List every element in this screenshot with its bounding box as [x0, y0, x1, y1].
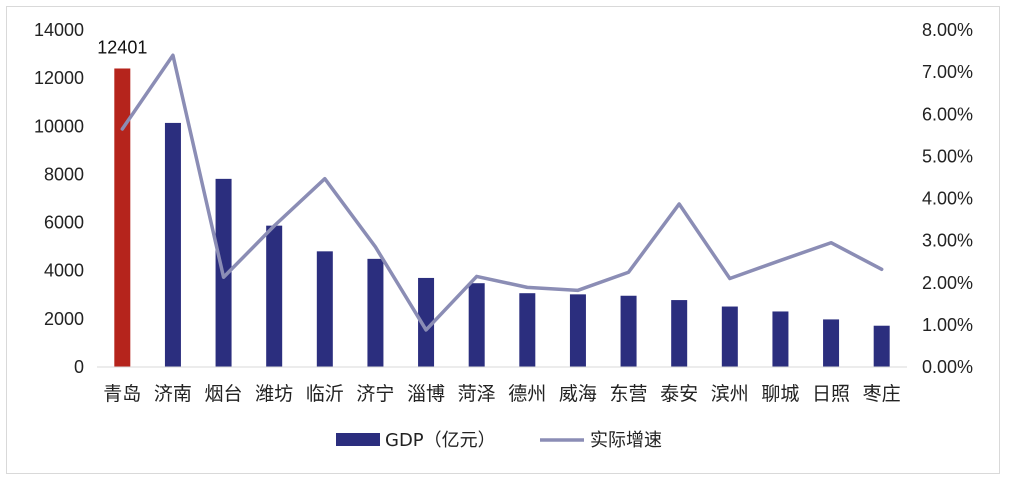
gdp-bar: [772, 311, 789, 367]
category-label: 潍坊: [255, 383, 293, 405]
left-axis: 0 2000 4000 6000 8000 10000 12000 14000: [34, 20, 84, 377]
category-labels: 青岛 济南 烟台 潍坊 临沂 济宁 淄博 菏泽 德州 威海 东营 泰安 滨州 聊城 日照 枣庄: [103, 383, 900, 405]
right-tick-label: 7.00%: [922, 62, 973, 82]
gdp-bar: [164, 122, 181, 367]
legend-line-label: 实际增速: [590, 430, 662, 451]
category-label: 日照: [812, 383, 850, 405]
left-tick-label: 0: [74, 357, 84, 377]
data-labels: 12401: [97, 37, 147, 57]
category-label: 济南: [154, 383, 192, 405]
left-tick-label: 12000: [34, 68, 84, 88]
right-tick-label: 8.00%: [922, 20, 973, 40]
gdp-bar: [519, 293, 536, 367]
right-tick-label: 4.00%: [922, 189, 973, 209]
category-label: 东营: [610, 383, 648, 405]
gdp-bar: [823, 319, 840, 367]
gdp-bar: [873, 325, 890, 367]
category-label: 烟台: [205, 383, 243, 405]
right-tick-label: 0.00%: [922, 357, 973, 377]
gdp-bar: [316, 251, 333, 367]
right-tick-label: 3.00%: [922, 231, 973, 251]
legend-bar-swatch: [336, 433, 380, 446]
legend-bar-label: GDP（亿元）: [385, 430, 496, 451]
growth-series-line: [120, 53, 884, 332]
category-label: 青岛: [103, 383, 141, 405]
category-label: 聊城: [761, 383, 799, 405]
gdp-bar: [266, 225, 283, 367]
growth-line: [120, 53, 884, 332]
right-tick-label: 1.00%: [922, 315, 973, 335]
right-tick-label: 6.00%: [922, 104, 973, 124]
gdp-bar: [721, 306, 738, 367]
category-label: 枣庄: [863, 383, 901, 405]
gdp-bar: [114, 68, 131, 368]
right-tick-label: 2.00%: [922, 273, 973, 293]
gdp-bars: [97, 68, 907, 368]
gdp-bar: [671, 300, 688, 367]
category-label: 济宁: [356, 383, 394, 405]
category-label: 菏泽: [458, 383, 496, 405]
gdp-bar: [367, 258, 384, 367]
right-tick-label: 5.00%: [922, 146, 973, 166]
category-label: 临沂: [306, 383, 344, 405]
left-tick-label: 10000: [34, 116, 84, 136]
left-tick-label: 4000: [44, 261, 84, 281]
bar-data-label: 12401: [97, 37, 147, 57]
gdp-bar: [468, 283, 485, 367]
left-tick-label: 6000: [44, 213, 84, 233]
category-label: 淄博: [407, 383, 445, 405]
left-tick-label: 2000: [44, 309, 84, 329]
gdp-bar: [418, 277, 435, 367]
category-label: 德州: [508, 383, 546, 405]
right-axis: 0.00% 1.00% 2.00% 3.00% 4.00% 5.00% 6.00% 7.00%…: [922, 20, 973, 377]
gdp-bar: [569, 294, 586, 367]
gdp-bar: [620, 295, 637, 367]
left-tick-label: 8000: [44, 164, 84, 184]
category-label: 威海: [559, 383, 597, 405]
chart-frame: [6, 6, 1000, 474]
category-label: 滨州: [711, 383, 749, 405]
left-tick-label: 14000: [34, 20, 84, 40]
legend: GDP（亿元） 实际增速: [336, 430, 662, 451]
category-label: 泰安: [660, 383, 698, 405]
